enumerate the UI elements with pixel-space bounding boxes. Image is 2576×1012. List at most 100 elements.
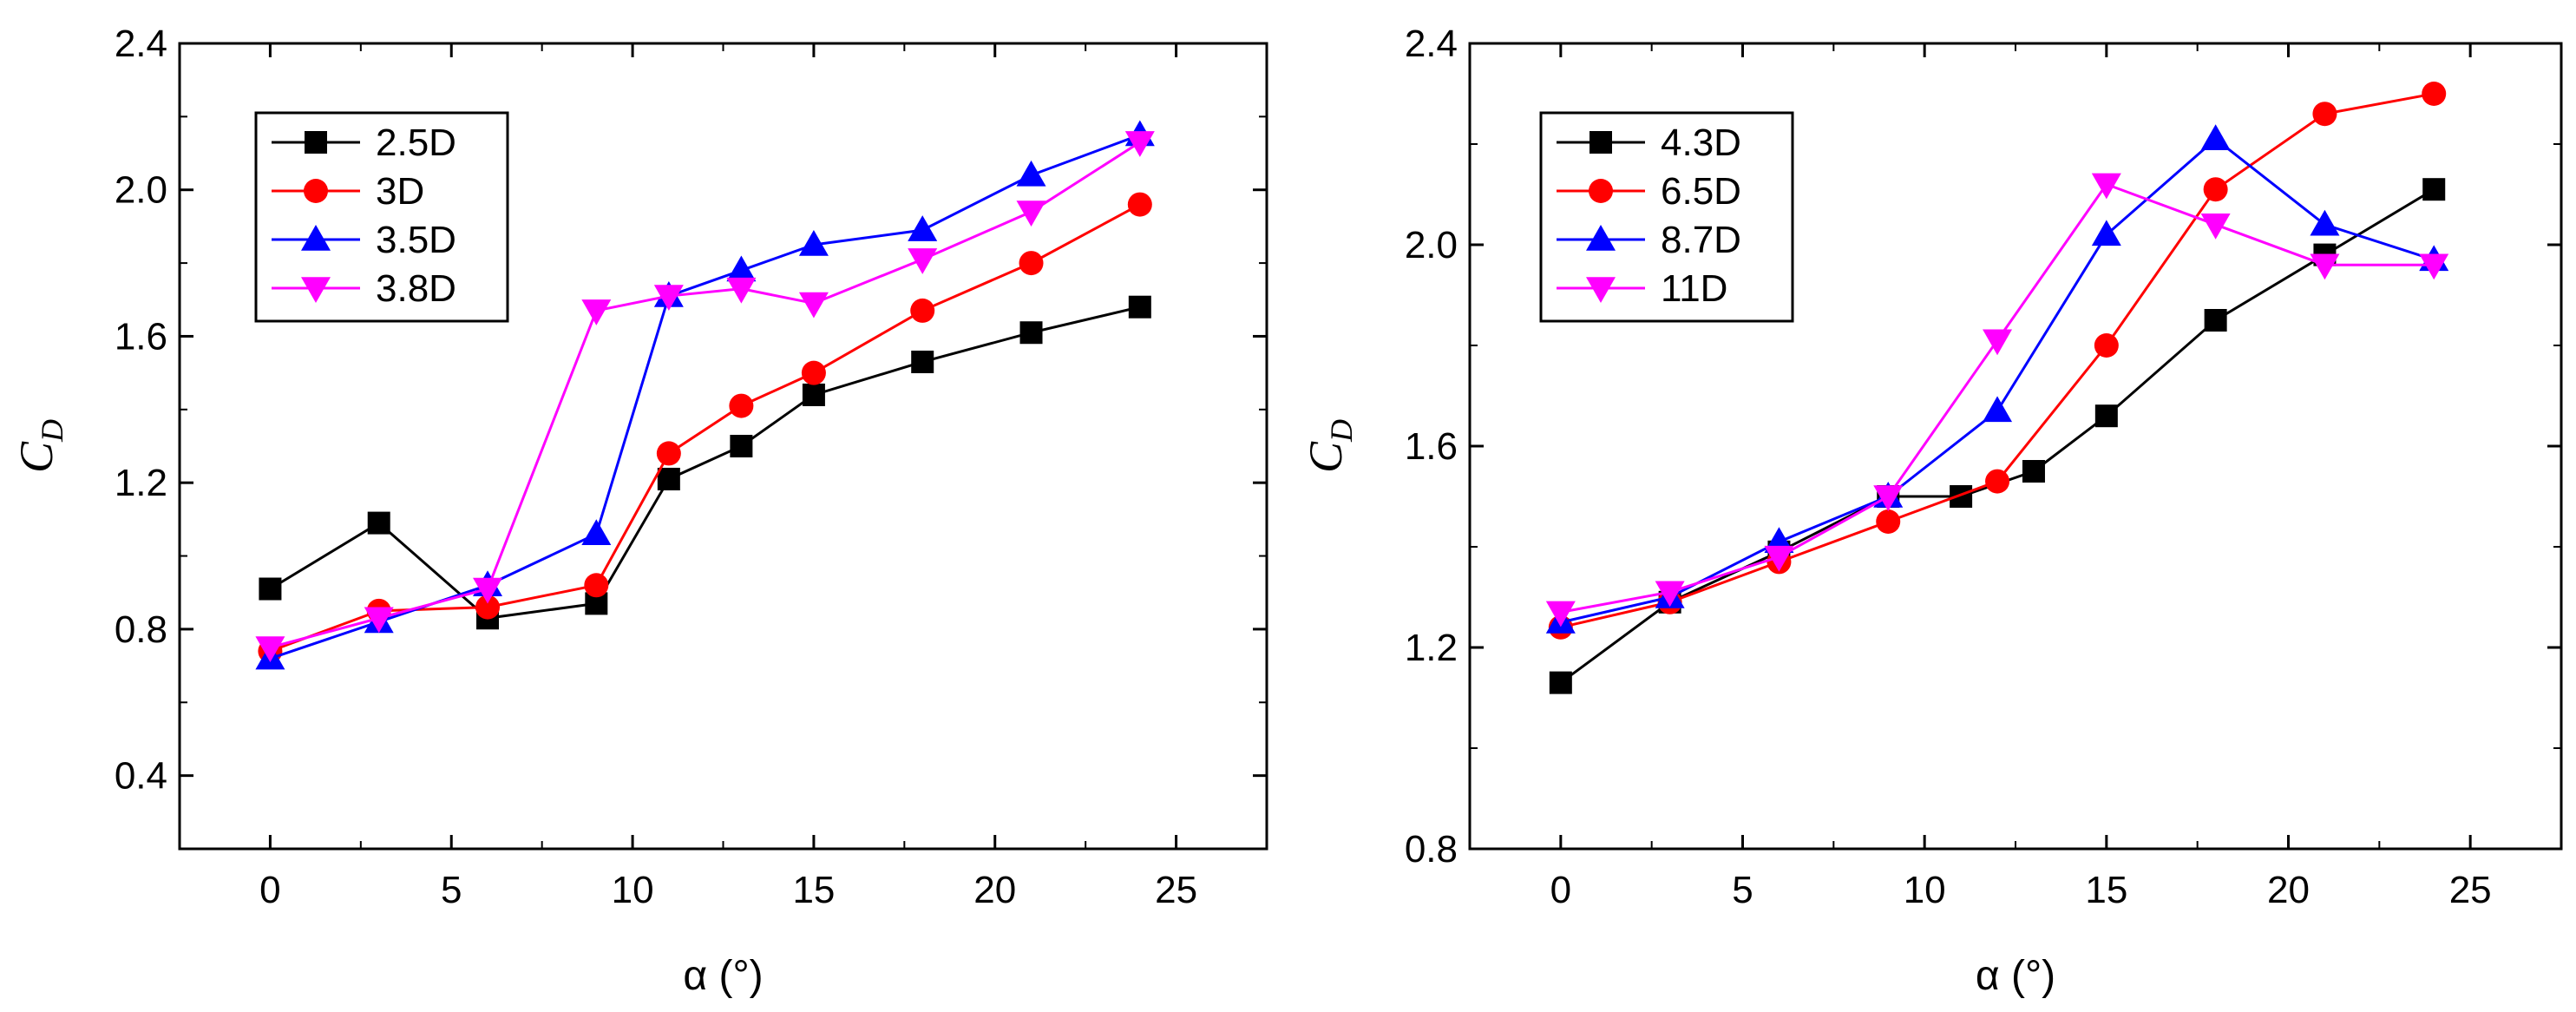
y-axis-title: CD: [1300, 419, 1359, 473]
data-point-2.5D: [911, 350, 934, 373]
x-tick-label: 15: [2085, 869, 2127, 911]
legend-box: [1539, 111, 1794, 323]
legend-label: 3D: [376, 170, 424, 213]
data-point-3.8D: [1124, 131, 1155, 157]
data-point-3D: [1127, 192, 1152, 217]
x-tick-label: 10: [1904, 869, 1946, 911]
data-point-3D: [1019, 251, 1044, 276]
data-point-11D: [2419, 253, 2449, 280]
data-point-11D: [2310, 253, 2340, 280]
data-point-6.5D: [2094, 333, 2119, 358]
data-point-3.8D: [255, 636, 285, 662]
x-tick-label: 10: [612, 869, 654, 911]
y-tick-label: 0.4: [115, 755, 167, 798]
data-point-11D: [1655, 581, 1685, 608]
data-point-8.7D: [2310, 209, 2340, 236]
y-tick-label: 2.0: [115, 169, 167, 212]
x-tick-label: 0: [259, 869, 280, 911]
data-point-3D: [729, 393, 754, 418]
data-point-3.5D: [798, 230, 829, 256]
data-point-11D: [1873, 485, 1904, 511]
legend-marker: [1586, 225, 1616, 251]
data-point-3.8D: [1016, 200, 1046, 227]
data-point-2.5D: [657, 467, 680, 490]
y-tick-label: 2.4: [115, 23, 167, 65]
data-point-3.5D: [581, 519, 612, 545]
x-tick-label: 0: [1550, 869, 1571, 911]
x-axis-title: α (°): [1976, 953, 2055, 999]
data-point-3D: [801, 360, 826, 385]
legend-box: [254, 111, 509, 323]
data-point-3.8D: [581, 299, 612, 325]
x-tick-label: 20: [973, 869, 1016, 911]
x-tick-label: 15: [792, 869, 835, 911]
legend-marker: [301, 225, 331, 251]
y-tick-label: 1.6: [115, 315, 167, 358]
data-point-3D: [475, 595, 501, 620]
y-tick-label: 0.8: [1405, 828, 1458, 871]
data-point-3.8D: [908, 248, 938, 274]
data-point-8.7D: [2200, 124, 2231, 150]
data-point-4.3D: [2422, 178, 2446, 201]
series-line-2.5D: [269, 306, 1141, 620]
x-tick-label: 25: [1155, 869, 1197, 911]
data-point-4.3D: [2022, 460, 2045, 483]
data-point-6.5D: [2312, 102, 2337, 127]
legend-marker: [1586, 277, 1616, 303]
y-axis-title: CD: [10, 419, 69, 473]
legend-label: 11D: [1661, 267, 1727, 310]
data-point-3.5D: [908, 215, 938, 241]
legend-marker: [305, 131, 327, 154]
data-point-6.5D: [2422, 82, 2447, 106]
data-point-2.5D: [802, 383, 825, 406]
data-point-3.8D: [364, 607, 394, 634]
data-point-11D: [2200, 214, 2231, 240]
legend-marker: [304, 179, 328, 203]
data-point-4.3D: [2094, 404, 2118, 428]
y-tick-label: 2.4: [1405, 23, 1458, 65]
y-tick-label: 2.0: [1405, 224, 1458, 266]
data-point-3.8D: [473, 577, 503, 604]
x-tick-label: 25: [2449, 869, 2492, 911]
x-tick-label: 5: [441, 869, 462, 911]
data-point-2.5D: [259, 577, 282, 601]
y-tick-label: 1.6: [1405, 425, 1458, 468]
y-tick-label: 1.2: [115, 462, 167, 504]
data-point-4.3D: [1549, 671, 1572, 694]
data-point-2.5D: [1128, 295, 1151, 319]
data-point-6.5D: [1985, 469, 2010, 494]
data-point-3.8D: [653, 285, 684, 312]
legend-label: 8.7D: [1661, 219, 1741, 261]
data-point-8.7D: [2091, 220, 2121, 246]
data-point-4.3D: [2204, 309, 2227, 332]
data-point-11D: [1983, 329, 2013, 356]
data-point-6.5D: [1876, 509, 1901, 534]
data-point-11D: [1764, 545, 1794, 572]
legend-marker: [301, 277, 331, 303]
data-point-3D: [656, 441, 681, 466]
data-point-6.5D: [2203, 177, 2228, 202]
data-point-3.5D: [1016, 160, 1046, 187]
data-point-2.5D: [1019, 321, 1043, 345]
legend-marker: [1590, 131, 1612, 154]
legend-marker: [1589, 179, 1613, 203]
data-point-11D: [1545, 601, 1576, 628]
data-point-8.7D: [1983, 396, 2013, 423]
data-point-2.5D: [730, 435, 753, 457]
x-axis-title: α (°): [683, 953, 763, 999]
x-tick-label: 20: [2267, 869, 2310, 911]
legend-label: 4.3D: [1661, 122, 1741, 164]
data-point-2.5D: [367, 511, 390, 535]
y-tick-label: 0.8: [115, 608, 167, 651]
legend-label: 3.8D: [376, 267, 456, 310]
series-line-3D: [269, 203, 1141, 653]
chart-left: 0 5 10 15 20 25 0.4 0.8 1.2 1.6 2.0 2.4 α (°) CD 2.5D 3…: [10, 23, 1268, 999]
data-point-3D: [910, 298, 935, 323]
y-tick-label: 1.2: [1405, 627, 1458, 669]
legend-label: 6.5D: [1661, 170, 1741, 213]
chart-right: 0 5 10 15 20 25 0.8 1.2 1.6 2.0 2.4 α (°) CD 4.3D 6.5D…: [1300, 23, 2563, 999]
legend-label: 3.5D: [376, 219, 456, 261]
x-tick-label: 5: [1732, 869, 1753, 911]
data-point-3.5D: [726, 255, 757, 282]
data-point-3D: [584, 573, 609, 598]
